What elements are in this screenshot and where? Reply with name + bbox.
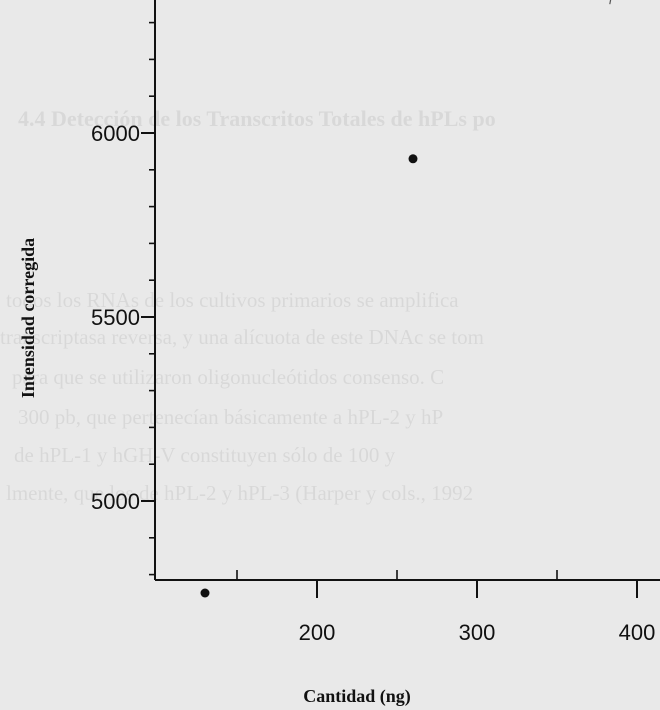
x-tick-label: 400	[619, 620, 656, 645]
y-tick-label: 6000	[91, 121, 140, 146]
x-tick-label: 300	[459, 620, 496, 645]
data-points	[200, 154, 418, 598]
data-point	[408, 154, 418, 164]
regression-line	[609, 0, 612, 5]
tick-labels: 5000550060006500200300400	[91, 121, 656, 645]
y-tick-label: 5500	[91, 305, 140, 330]
x-tick-label: 200	[299, 620, 336, 645]
axes	[154, 0, 660, 581]
y-axis-title: Intensidad corregida	[18, 238, 38, 398]
ticks	[141, 21, 638, 598]
x-axis-title: Cantidad (ng)	[303, 686, 411, 707]
data-point	[200, 588, 210, 598]
trendline	[609, 0, 612, 5]
y-tick-label: 5000	[91, 489, 140, 514]
